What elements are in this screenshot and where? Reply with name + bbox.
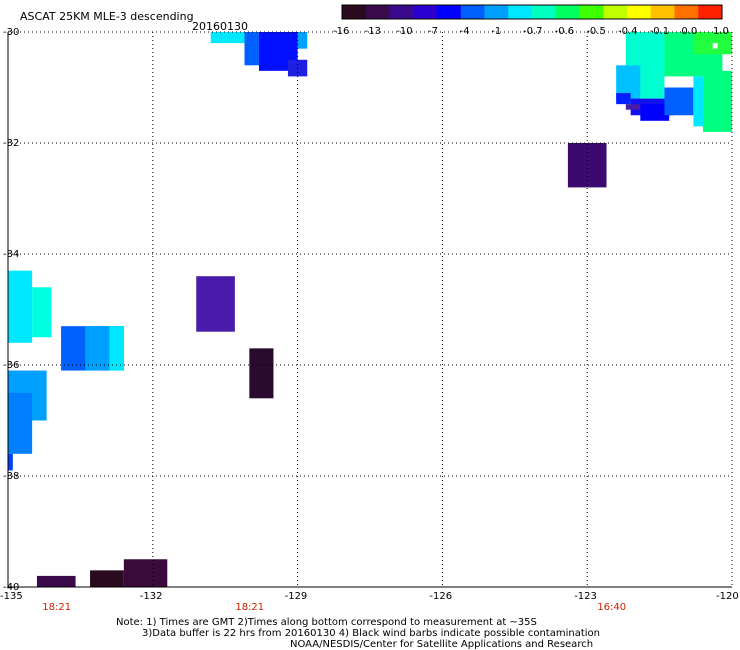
colorbar-swatch xyxy=(342,5,367,19)
longitude-label: -132 xyxy=(139,591,163,602)
colorbar-tick-label: -0.5 xyxy=(586,26,606,37)
note-line-1: Note: 1) Times are GMT 2)Times along bot… xyxy=(116,617,537,628)
colorbar-tick-label: 1.0 xyxy=(713,26,729,37)
colorbar-swatch xyxy=(365,5,390,19)
colorbar-tick-label: 0.0 xyxy=(681,26,698,37)
colorbar-swatch xyxy=(650,5,675,19)
colorbar-swatch xyxy=(603,5,628,19)
colorbar-swatch xyxy=(674,5,699,19)
colorbar-tick-label: -4 xyxy=(459,26,470,37)
swath-cell-7 xyxy=(85,326,110,371)
colorbar-swatch xyxy=(698,5,723,19)
colorbar-swatch xyxy=(413,5,438,19)
latitude-label: -32 xyxy=(3,138,20,149)
colorbar-tick-label: -16 xyxy=(333,26,350,37)
colorbar-swatch xyxy=(579,5,604,19)
colorbar-tick-label: -10 xyxy=(396,26,413,37)
colorbar-tick-label: -1 xyxy=(491,26,502,37)
swath-cell-17 xyxy=(297,32,308,49)
latitude-label: -40 xyxy=(3,582,20,593)
longitude-label: -135 xyxy=(0,591,23,602)
swath-cell-8 xyxy=(109,326,124,371)
swath-cell-9 xyxy=(8,270,33,343)
swath-cell-0 xyxy=(196,276,235,332)
swath-cell-12 xyxy=(8,392,33,454)
pass-time-label: 16:40 xyxy=(597,602,627,613)
swath-cell-27 xyxy=(693,76,704,127)
swath-cell-1 xyxy=(249,348,274,399)
latitude-label: -34 xyxy=(3,249,20,260)
latitude-label: -30 xyxy=(3,27,20,38)
longitude-label: -120 xyxy=(716,591,739,602)
colorbar-swatch xyxy=(555,5,580,19)
graticule xyxy=(8,31,733,587)
swath-cell-13 xyxy=(8,453,13,471)
swath-cell-23 xyxy=(616,93,631,105)
note-line-3: NOAA/NESDIS/Center for Satellite Applica… xyxy=(290,639,594,650)
longitude-label: -126 xyxy=(429,591,453,602)
swath-cell-14 xyxy=(210,32,245,44)
longitude-label: -123 xyxy=(574,591,597,602)
swath-cell-25 xyxy=(640,104,670,121)
colorbar-swatch xyxy=(508,5,533,19)
latitude-label: -38 xyxy=(3,471,20,482)
swath-cell-28 xyxy=(703,70,732,132)
pass-time-label: 18:21 xyxy=(235,602,265,613)
swath-cell-3 xyxy=(36,575,76,587)
colorbar-border xyxy=(341,4,723,20)
colorbar xyxy=(341,4,723,20)
colorbar-swatch xyxy=(389,5,414,19)
colorbar-swatch xyxy=(460,5,485,19)
colorbar-tick-label: -0.7 xyxy=(523,26,543,37)
pass-time-label: 18:21 xyxy=(42,602,72,613)
colorbar-tick-label: -0.6 xyxy=(554,26,575,37)
swath-cell-4 xyxy=(90,570,124,587)
map-title: ASCAT 25KM MLE-3 descending xyxy=(20,10,194,23)
swath-cell-30 xyxy=(712,43,718,49)
swath-layer xyxy=(8,32,732,587)
swath-cell-10 xyxy=(32,287,52,338)
swath-cell-29 xyxy=(625,104,641,110)
note-line-2: 3)Data buffer is 22 hrs from 20160130 4)… xyxy=(142,628,600,639)
colorbar-swatch xyxy=(437,5,462,19)
map-date: 20160130 xyxy=(192,20,248,33)
colorbar-swatch xyxy=(484,5,509,19)
swath-cell-5 xyxy=(123,559,168,587)
longitude-label: -129 xyxy=(284,591,308,602)
colorbar-swatch xyxy=(532,5,557,19)
colorbar-tick-label: -0.1 xyxy=(649,26,670,37)
swath-cell-15 xyxy=(244,32,259,66)
colorbar-swatch xyxy=(627,5,652,19)
latitude-label: -36 xyxy=(3,360,20,371)
colorbar-tick-label: -7 xyxy=(428,26,438,37)
colorbar-tick-label: -0.4 xyxy=(618,26,638,37)
swath-cell-26 xyxy=(664,87,694,116)
colorbar-tick-label: -13 xyxy=(364,26,381,37)
